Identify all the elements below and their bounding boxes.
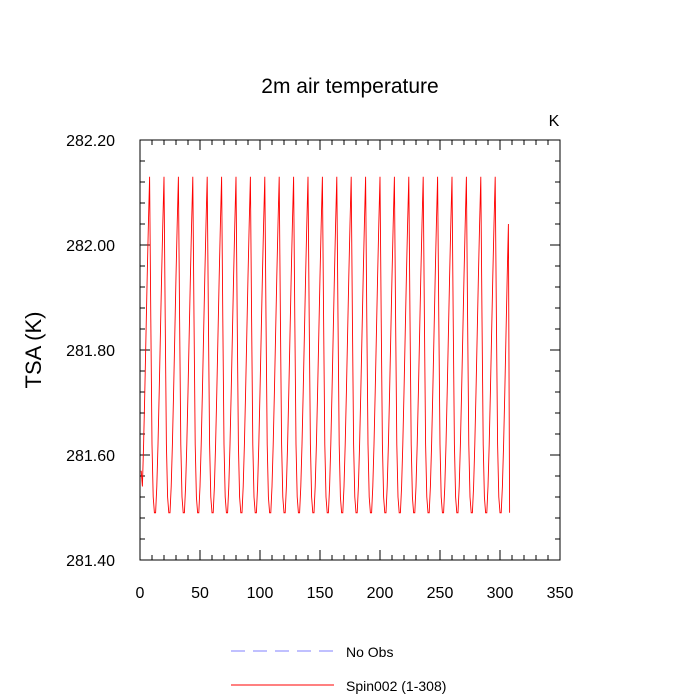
x-tick-label: 350 — [547, 585, 574, 602]
series-line-1 — [140, 176, 511, 514]
legend: No Obs Spin002 (1-308) — [231, 644, 446, 694]
axis-tick-labels: 0 50 100 150 200 250 300 350 281.40 281.60 281.80 2… — [66, 133, 573, 602]
x-tick-label: 0 — [136, 585, 145, 602]
series-layer — [140, 176, 511, 514]
chart-title: 2m air temperature — [261, 75, 438, 98]
y-tick-label: 281.40 — [66, 553, 115, 570]
x-tick-label: 100 — [247, 585, 274, 602]
legend-label-no-obs: No Obs — [346, 644, 393, 660]
units-label: K — [549, 113, 560, 130]
legend-label-spin002: Spin002 (1-308) — [346, 678, 446, 694]
y-tick-label: 282.20 — [66, 133, 115, 150]
x-tick-label: 300 — [487, 585, 514, 602]
axis-ticks — [139, 139, 561, 561]
y-tick-label: 281.60 — [66, 448, 115, 465]
x-tick-label: 50 — [191, 585, 209, 602]
x-tick-label: 250 — [427, 585, 454, 602]
x-tick-label: 200 — [367, 585, 394, 602]
y-tick-label: 282.00 — [66, 238, 115, 255]
x-tick-label: 150 — [307, 585, 334, 602]
y-axis-label: TSA (K) — [21, 311, 46, 388]
y-tick-label: 281.80 — [66, 343, 115, 360]
